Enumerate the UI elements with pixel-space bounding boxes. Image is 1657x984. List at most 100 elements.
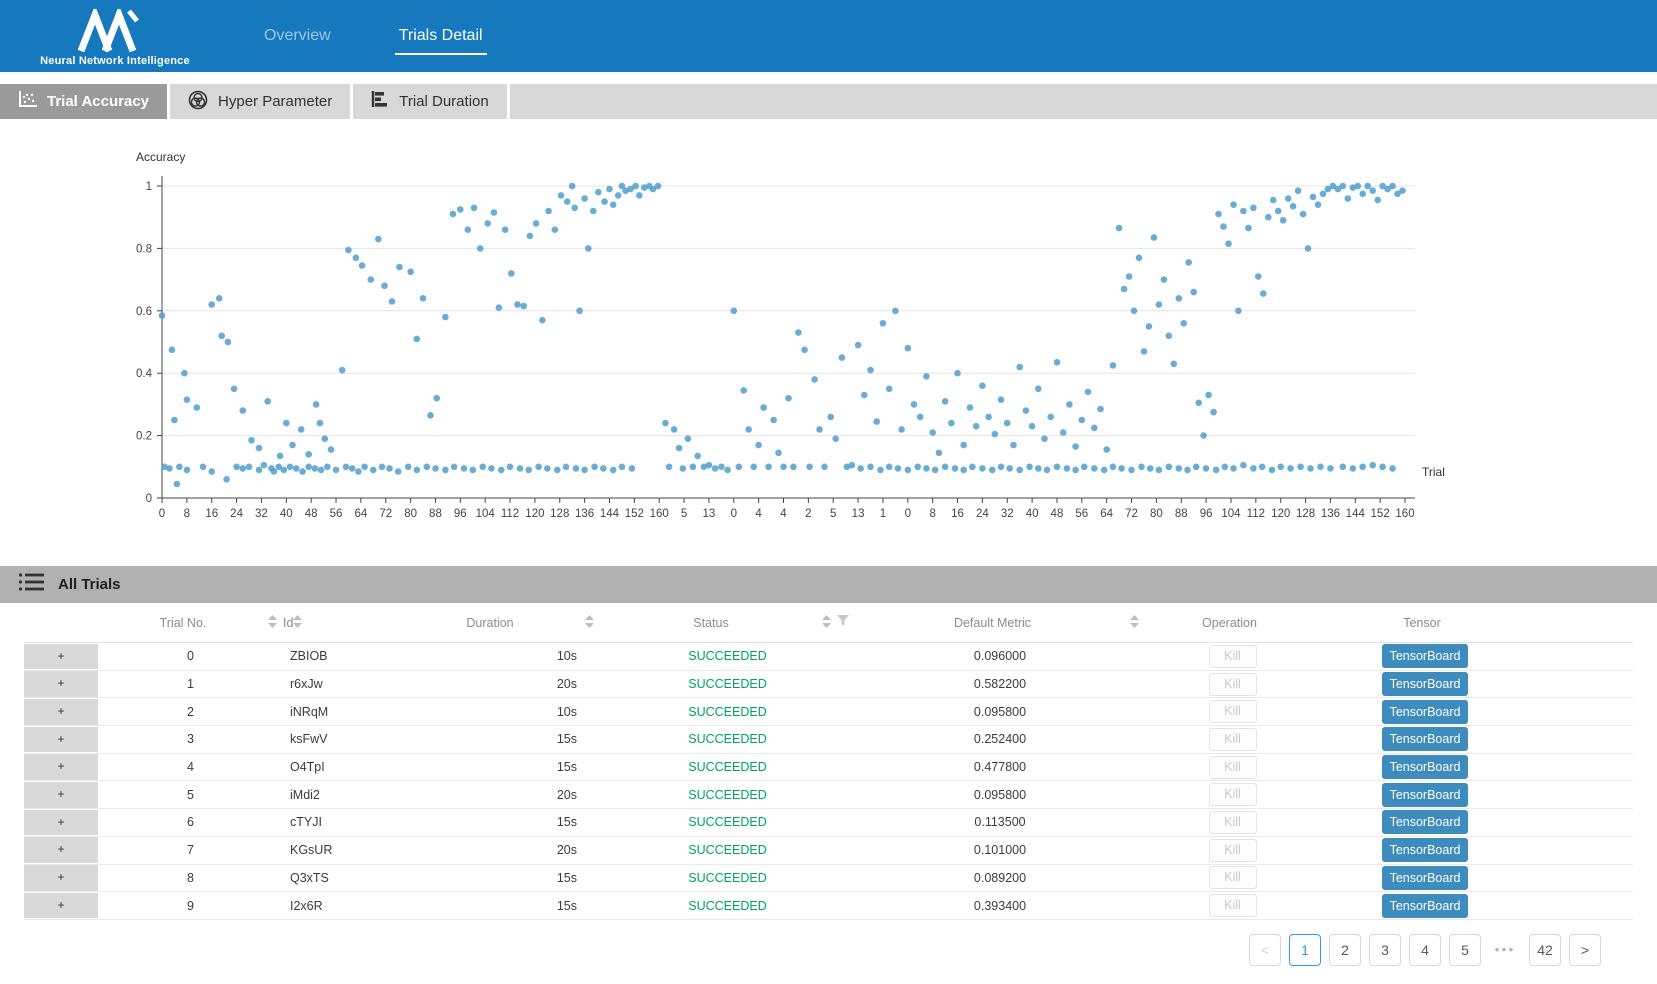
scatter-point: [1184, 466, 1191, 474]
scatter-point: [572, 465, 580, 472]
scatter-point: [245, 463, 253, 471]
kill-button[interactable]: Kill: [1208, 894, 1257, 918]
scatter-point: [581, 195, 588, 202]
tensorboard-button[interactable]: TensorBoard: [1382, 782, 1468, 807]
scatter-point: [892, 307, 899, 315]
kill-button[interactable]: Kill: [1208, 700, 1257, 724]
col-header-trial-no[interactable]: Trial No.: [98, 614, 283, 631]
subtab-trial-duration[interactable]: Trial Duration: [353, 84, 510, 119]
trial-id-cell: ZBIOB: [290, 649, 328, 664]
expand-row-button[interactable]: +: [24, 865, 98, 891]
tensorboard-button[interactable]: TensorBoard: [1382, 727, 1468, 752]
expand-row-button[interactable]: +: [24, 809, 98, 836]
scatter-point: [1202, 465, 1210, 472]
tensorboard-button[interactable]: TensorBoard: [1382, 893, 1468, 918]
page-button-4[interactable]: 4: [1409, 933, 1441, 966]
status-cell: SUCCEEDED: [688, 843, 767, 858]
scatter-point: [1125, 273, 1133, 280]
metric-cell: 0.582200: [973, 677, 1027, 692]
page-button-5[interactable]: 5: [1449, 933, 1481, 966]
tensorboard-button[interactable]: TensorBoard: [1382, 699, 1468, 724]
scatter-point: [857, 465, 864, 472]
col-label: Trial No.: [159, 615, 207, 630]
expand-row-button[interactable]: +: [24, 754, 98, 780]
tensorboard-button[interactable]: TensorBoard: [1382, 672, 1468, 697]
scatter-point: [183, 396, 191, 404]
scatter-point: [628, 465, 636, 472]
scatter-point: [260, 461, 268, 469]
sort-icon[interactable]: [822, 614, 831, 631]
table-row: +8 Q3xTS 15s SUCCEEDED 0.089200 Kill TensorBoa…: [24, 865, 1633, 893]
svg-text:32: 32: [1001, 508, 1014, 520]
scatter-point: [1109, 463, 1117, 471]
tensorboard-button[interactable]: TensorBoard: [1382, 644, 1468, 669]
sort-icon[interactable]: [268, 614, 277, 631]
scatter-point: [358, 262, 366, 269]
scatter-point: [514, 301, 521, 308]
scatter-point: [614, 192, 622, 199]
section-title: All Trials: [58, 576, 121, 593]
col-header-tensor[interactable]: Tensor: [1320, 616, 1530, 630]
expand-row-button[interactable]: +: [24, 698, 98, 725]
svg-text:16: 16: [205, 508, 218, 520]
expand-row-button[interactable]: +: [24, 726, 98, 753]
kill-button[interactable]: Kill: [1208, 866, 1257, 890]
svg-text:112: 112: [501, 508, 519, 520]
scatter-point: [423, 463, 431, 471]
kill-button[interactable]: Kill: [1208, 810, 1257, 834]
tensorboard-button[interactable]: TensorBoard: [1382, 755, 1468, 780]
sort-icon[interactable]: [1130, 614, 1139, 631]
col-header-status[interactable]: Status: [600, 614, 855, 631]
next-page-button[interactable]: >: [1569, 933, 1601, 966]
expand-row-button[interactable]: +: [24, 781, 98, 808]
tensorboard-button[interactable]: TensorBoard: [1382, 810, 1468, 835]
kill-button[interactable]: Kill: [1208, 727, 1257, 751]
subtab-trial-accuracy[interactable]: Trial Accuracy: [0, 84, 171, 119]
scatter-point: [286, 463, 294, 471]
col-header-operation[interactable]: Operation: [1145, 616, 1320, 630]
kill-button[interactable]: Kill: [1208, 783, 1257, 807]
trial-no-cell: 2: [187, 704, 194, 719]
expand-row-button[interactable]: +: [24, 643, 98, 670]
scatter-point: [171, 416, 178, 424]
scatter-point: [627, 185, 634, 193]
tensorboard-button[interactable]: TensorBoard: [1382, 865, 1468, 890]
table-row: +4 O4TpI 15s SUCCEEDED 0.477800 Kill TensorBoa…: [24, 754, 1633, 782]
scatter-point: [289, 441, 296, 449]
kill-button[interactable]: Kill: [1208, 644, 1257, 668]
scatter-point: [979, 465, 986, 472]
scatter-point: [1349, 184, 1357, 191]
col-header-duration[interactable]: Duration: [395, 614, 600, 631]
expand-row-button[interactable]: +: [24, 671, 98, 697]
tensorboard-button[interactable]: TensorBoard: [1382, 838, 1468, 863]
scatter-point: [618, 463, 626, 471]
scatter-point: [1150, 234, 1158, 241]
scatter-point: [176, 463, 183, 471]
col-header-id[interactable]: Id: [283, 614, 395, 631]
page-button-3[interactable]: 3: [1369, 933, 1401, 966]
kill-button[interactable]: Kill: [1208, 672, 1257, 696]
sort-icon[interactable]: [585, 614, 594, 631]
tab-trials-detail[interactable]: Trials Detail: [394, 17, 487, 55]
sort-icon[interactable]: [293, 614, 303, 631]
kill-button[interactable]: Kill: [1208, 838, 1257, 862]
scatter-point: [1091, 465, 1098, 472]
tensor-cell: TensorBoard: [1320, 838, 1530, 863]
scatter-point: [1072, 466, 1079, 474]
page-button-42[interactable]: 42: [1529, 933, 1561, 966]
tab-overview[interactable]: Overview: [264, 27, 331, 44]
svg-text:160: 160: [650, 508, 669, 520]
scatter-point: [168, 346, 176, 354]
col-header-default-metric[interactable]: Default Metric: [855, 614, 1145, 631]
kill-button[interactable]: Kill: [1208, 755, 1257, 779]
scatter-point: [239, 465, 247, 472]
scatter-point: [545, 207, 552, 215]
scatter-point: [966, 404, 974, 411]
svg-text:144: 144: [600, 508, 620, 520]
expand-row-button[interactable]: +: [24, 892, 98, 919]
page-button-2[interactable]: 2: [1329, 933, 1361, 966]
subtab-hyper-parameter[interactable]: Hyper Parameter: [170, 84, 354, 119]
page-button-1[interactable]: 1: [1289, 933, 1321, 966]
filter-icon[interactable]: [837, 615, 849, 630]
expand-row-button[interactable]: +: [24, 837, 98, 863]
